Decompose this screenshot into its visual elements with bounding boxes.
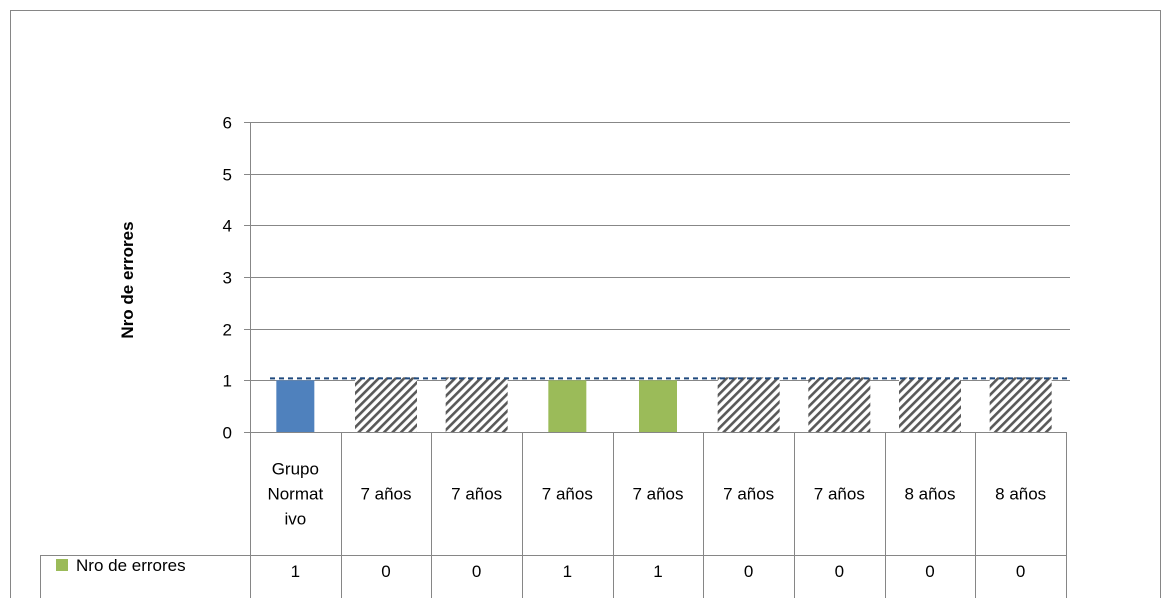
y-tick-label-2: 2 (223, 321, 232, 340)
data-label-8: 0 (1016, 562, 1025, 581)
x-tick-label-8-line-0: 8 años (995, 485, 1046, 504)
x-tick-label-2-line-0: 7 años (451, 485, 502, 504)
x-tick-label-3: 7 años (542, 485, 593, 504)
x-tick-label-6-line-0: 7 años (814, 485, 865, 504)
y-tick-label-5: 5 (223, 166, 232, 185)
y-tick-label-6: 6 (223, 114, 232, 133)
x-tick-label-2: 7 años (451, 485, 502, 504)
data-label-2: 0 (472, 562, 481, 581)
x-tick-label-3-line-0: 7 años (542, 485, 593, 504)
x-tick-label-4: 7 años (632, 485, 683, 504)
x-tick-label-0-line-1: Normat (267, 485, 323, 504)
legend-swatch (56, 559, 68, 571)
bar-1-hatched (355, 377, 417, 432)
y-axis-label-wrap: Nro de errores (116, 180, 140, 380)
data-label-7: 0 (925, 562, 934, 581)
data-label-0: 1 (291, 562, 300, 581)
data-label-3: 1 (563, 562, 572, 581)
data-label-5: 0 (744, 562, 753, 581)
y-tick-label-1: 1 (223, 372, 232, 391)
bar-8-hatched (989, 377, 1052, 432)
x-tick-label-0: Grupo Normat ivo (267, 460, 323, 529)
y-tick-label-0: 0 (223, 424, 232, 443)
bar-4 (639, 380, 677, 432)
data-label-6: 0 (835, 562, 844, 581)
x-tick-label-5-line-0: 7 años (723, 485, 774, 504)
y-tick-label-3: 3 (223, 269, 232, 288)
data-label-1: 0 (381, 562, 390, 581)
x-tick-label-1: 7 años (360, 485, 411, 504)
x-tick-label-6: 7 años (814, 485, 865, 504)
x-tick-label-1-line-0: 7 años (360, 485, 411, 504)
x-tick-label-4-line-0: 7 años (632, 485, 683, 504)
bar-6-hatched (808, 377, 871, 432)
bar-7-hatched (899, 377, 961, 432)
bar-2-hatched (445, 377, 508, 432)
chart-frame (10, 10, 1161, 598)
y-tick-label-4: 4 (223, 217, 232, 236)
data-label-4: 1 (653, 562, 662, 581)
bar-5-hatched (717, 377, 780, 432)
x-tick-label-0-line-2: ivo (284, 510, 306, 529)
bar-3 (548, 380, 587, 432)
y-axis-label: Nro de errores (118, 221, 137, 339)
x-tick-label-7-line-0: 8 años (904, 485, 955, 504)
x-tick-label-8: 8 años (995, 485, 1046, 504)
x-tick-label-5: 7 años (723, 485, 774, 504)
bar-0 (276, 380, 315, 432)
legend-label: Nro de errores (76, 556, 186, 575)
x-tick-label-0-line-0: Grupo (272, 460, 319, 479)
x-tick-label-7: 8 años (904, 485, 955, 504)
